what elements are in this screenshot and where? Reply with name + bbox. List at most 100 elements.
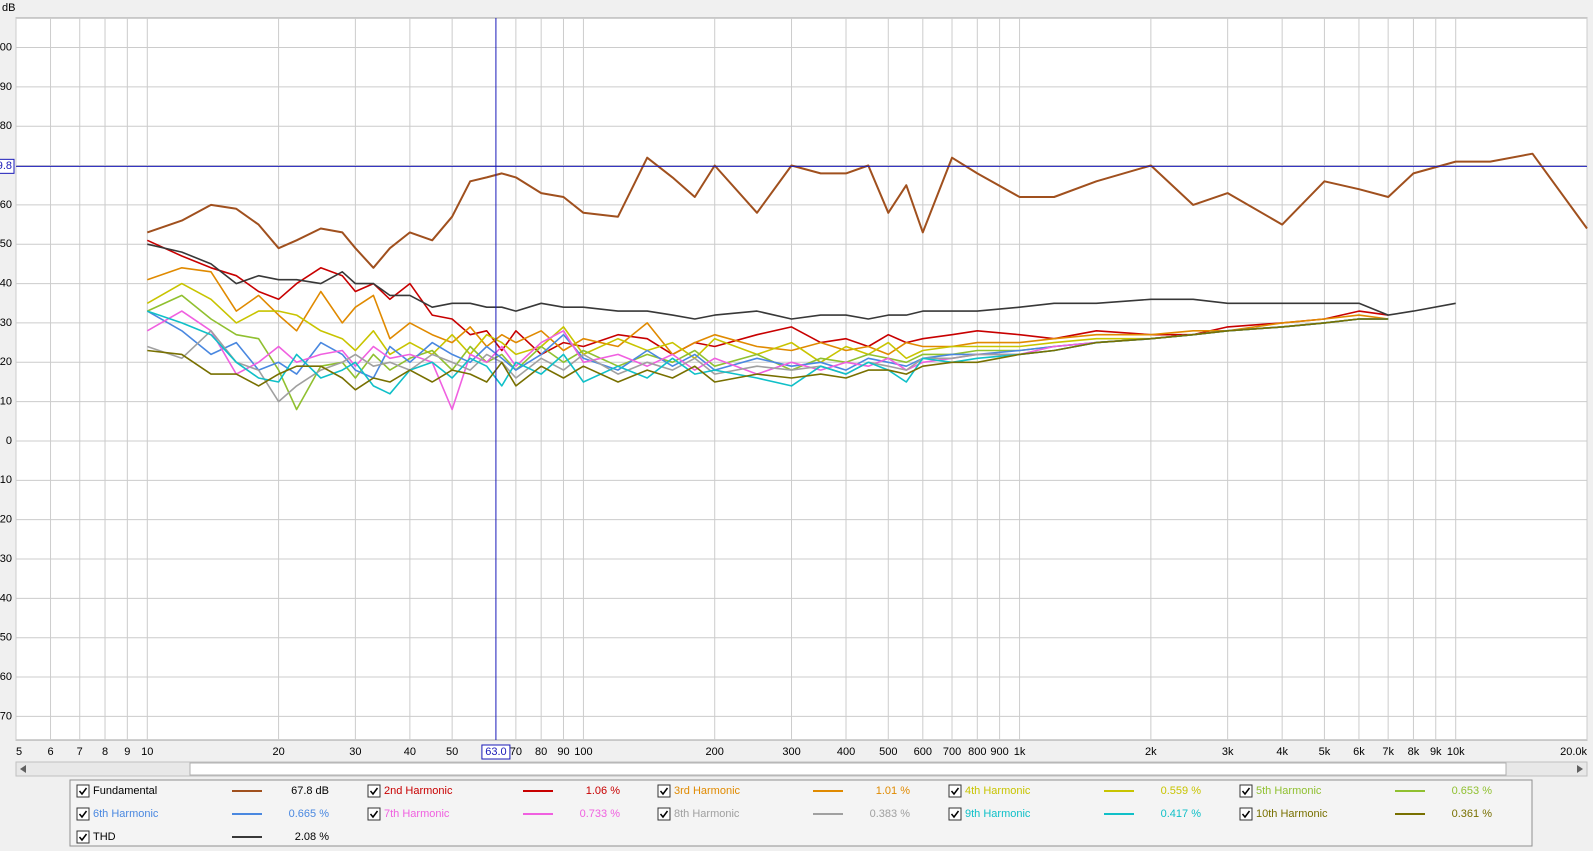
legend-checkbox[interactable] <box>367 807 381 821</box>
legend-readout: 0.733 % <box>580 808 621 820</box>
y-tick-label: 0 <box>6 435 12 447</box>
x-tick-label: 300 <box>782 746 800 758</box>
y-tick-label: -30 <box>0 553 12 565</box>
x-tick-label: 400 <box>837 746 855 758</box>
legend-name: 3rd Harmonic <box>674 785 741 797</box>
legend-readout: 0.665 % <box>289 808 330 820</box>
legend-entry: 3rd Harmonic 1.01 % <box>657 784 910 798</box>
legend-readout: 1.01 % <box>876 785 910 797</box>
series-line <box>147 267 1389 356</box>
y-tick-label: 100 <box>0 41 12 53</box>
x-tick-label: 6k <box>1353 746 1365 758</box>
x-tick-label: 30 <box>349 746 361 758</box>
checkmark <box>1241 787 1251 796</box>
legend-name: 9th Harmonic <box>965 808 1031 820</box>
checkmark <box>78 787 88 796</box>
legend <box>69 779 1533 847</box>
legend-name: 6th Harmonic <box>93 808 159 820</box>
checkmark <box>950 810 960 819</box>
scroll-right[interactable] <box>1577 765 1583 773</box>
x-tick-label: 10 <box>141 746 153 758</box>
series-line <box>147 318 1389 391</box>
x-tick-label: 50 <box>446 746 458 758</box>
x-tick-label: 5k <box>1319 746 1331 758</box>
legend-entry: THD 2.08 % <box>76 830 329 844</box>
legend-entry: 10th Harmonic 0.361 % <box>1239 807 1493 821</box>
x-tick-label: 1k <box>1014 746 1026 758</box>
y-tick-label: 20 <box>0 356 12 368</box>
y-tick-label: 80 <box>0 120 12 132</box>
legend-name: 2nd Harmonic <box>384 785 453 797</box>
legend-checkbox[interactable] <box>76 784 90 798</box>
legend-entry: 8th Harmonic 0.383 % <box>657 807 911 821</box>
x-tick-label: 40 <box>404 746 416 758</box>
y-tick-label: 30 <box>0 317 12 329</box>
y-tick-label: 60 <box>0 199 12 211</box>
x-tick-label: 10k <box>1447 746 1465 758</box>
legend-checkbox[interactable] <box>76 830 90 844</box>
legend-name: Fundamental <box>93 785 157 797</box>
checkmark <box>1241 810 1251 819</box>
x-tick-label: 900 <box>990 746 1008 758</box>
checkmark <box>78 833 88 842</box>
scroll-left[interactable] <box>20 765 26 773</box>
x-tick-label: 4k <box>1276 746 1288 758</box>
legend-checkbox[interactable] <box>76 807 90 821</box>
checkmark <box>369 810 379 819</box>
y-tick-label: 40 <box>0 277 12 289</box>
legend-readout: 2.08 % <box>295 831 329 843</box>
legend-checkbox[interactable] <box>1239 807 1253 821</box>
x-tick-label: 2k <box>1145 746 1157 758</box>
legend-checkbox[interactable] <box>948 807 962 821</box>
legend-entry: 4th Harmonic 0.559 % <box>948 784 1202 798</box>
legend-readout: 0.417 % <box>1161 808 1202 820</box>
legend-checkbox[interactable] <box>657 807 671 821</box>
x-tick-label: 9k <box>1430 746 1442 758</box>
x-tick-label: 5 <box>16 746 22 758</box>
legend-entry: Fundamental 67.8 dB <box>76 784 329 798</box>
legend-checkbox[interactable] <box>367 784 381 798</box>
checkmark <box>659 810 669 819</box>
legend-readout: 1.06 % <box>586 785 620 797</box>
legend-name: 8th Harmonic <box>674 808 740 820</box>
y-tick-label: -10 <box>0 474 12 486</box>
legend-readout: 0.559 % <box>1161 785 1202 797</box>
y-tick-label: -60 <box>0 671 12 683</box>
checkmark <box>659 787 669 796</box>
x-tick-label: 500 <box>879 746 897 758</box>
x-tick-label: 700 <box>943 746 961 758</box>
x-tick-label: 8k <box>1408 746 1420 758</box>
checkmark <box>78 810 88 819</box>
legend-readout: 0.653 % <box>1452 785 1493 797</box>
series-line <box>146 239 1389 356</box>
cursor-y-box <box>0 158 15 174</box>
cursor-x-label: 63.0 <box>485 746 506 758</box>
legend-name: 5th Harmonic <box>1256 785 1322 797</box>
legend-entry: 5th Harmonic 0.653 % <box>1239 784 1493 798</box>
x-tick-label: 600 <box>914 746 932 758</box>
y-tick-label: -70 <box>0 710 12 722</box>
legend-readout: 0.383 % <box>870 808 911 820</box>
y-tick-label: 10 <box>0 396 12 408</box>
scrollbar[interactable] <box>15 761 1588 777</box>
x-tick-label: 3k <box>1222 746 1234 758</box>
legend-checkbox[interactable] <box>657 784 671 798</box>
legend-checkbox[interactable] <box>1239 784 1253 798</box>
legend-name: 10th Harmonic <box>1256 808 1328 820</box>
legend-readout: 0.361 % <box>1452 808 1493 820</box>
series-group <box>146 152 1588 411</box>
y-axis-label: dB <box>2 2 15 14</box>
y-tick-label: -50 <box>0 632 12 644</box>
x-tick-label: 200 <box>706 746 724 758</box>
x-tick-label: 800 <box>968 746 986 758</box>
checkmark <box>950 787 960 796</box>
x-tick-label: 9 <box>124 746 130 758</box>
scroll-thumb[interactable] <box>189 762 1507 776</box>
x-tick-label: 20.0k <box>1560 746 1587 758</box>
y-tick-label: -20 <box>0 514 12 526</box>
legend-checkbox[interactable] <box>948 784 962 798</box>
series-line <box>146 310 1389 411</box>
y-tick-label: 90 <box>0 81 12 93</box>
